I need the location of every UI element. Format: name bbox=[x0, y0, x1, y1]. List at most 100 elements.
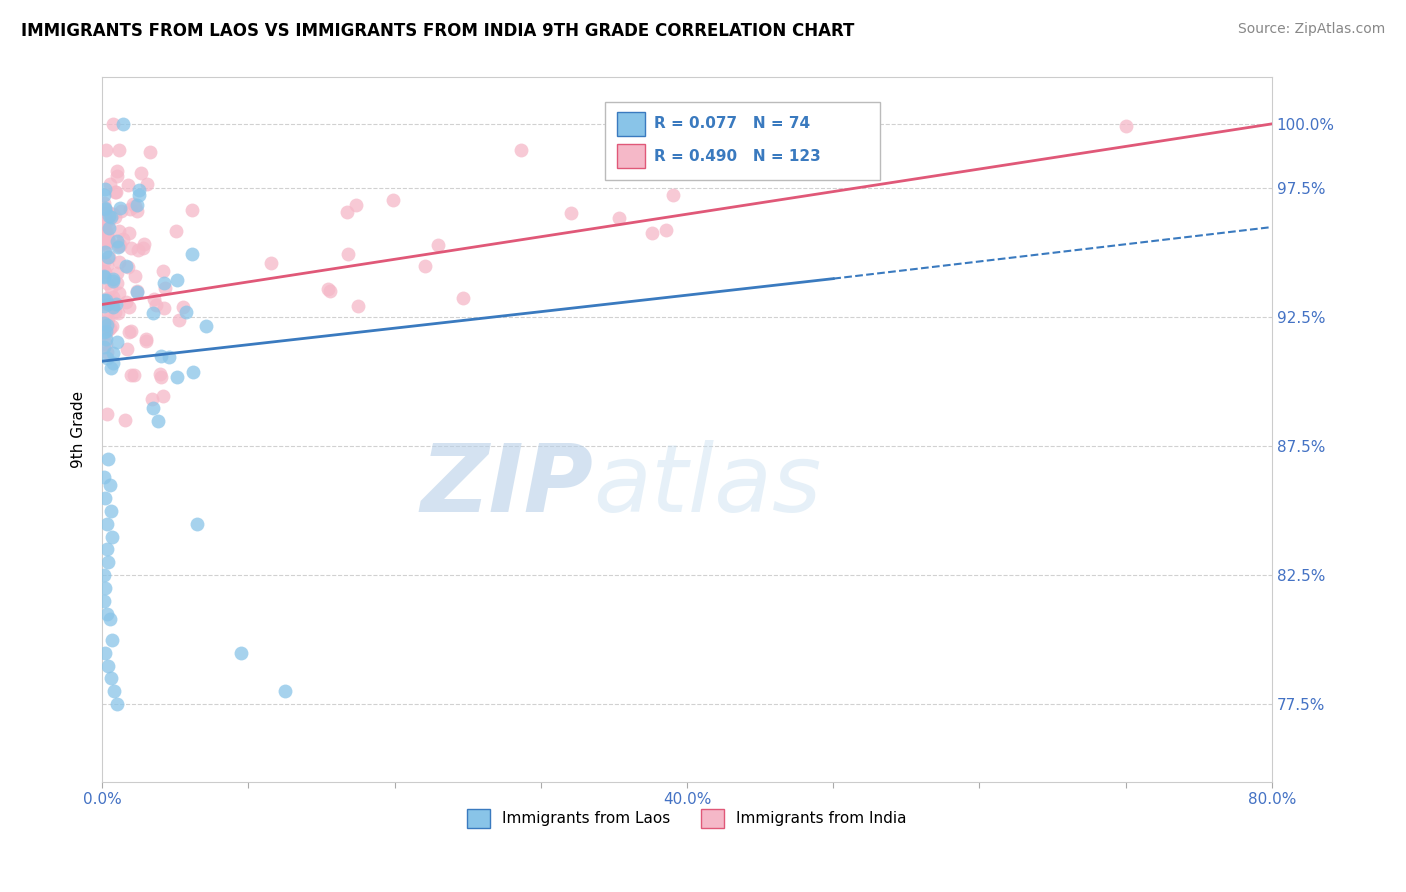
Point bbox=[127, 284, 149, 298]
Point bbox=[98, 322, 121, 336]
Point bbox=[98, 321, 121, 335]
Point bbox=[93, 196, 115, 211]
Point bbox=[152, 264, 174, 278]
Point bbox=[128, 188, 150, 202]
Point bbox=[108, 239, 131, 253]
Point bbox=[104, 186, 127, 200]
Point bbox=[96, 315, 118, 329]
Point bbox=[93, 568, 115, 582]
Point bbox=[97, 204, 120, 219]
Point bbox=[153, 301, 176, 316]
Point bbox=[114, 259, 136, 273]
Point bbox=[117, 300, 139, 314]
Point bbox=[142, 401, 165, 415]
Point bbox=[94, 491, 117, 505]
Point bbox=[180, 202, 202, 217]
Point bbox=[96, 231, 118, 245]
Point bbox=[104, 211, 127, 225]
Point bbox=[103, 117, 125, 131]
Point bbox=[94, 182, 117, 196]
Point bbox=[98, 478, 121, 492]
Point bbox=[97, 234, 120, 248]
Point bbox=[96, 144, 118, 158]
Point bbox=[101, 297, 124, 311]
Text: R = 0.077   N = 74: R = 0.077 N = 74 bbox=[654, 117, 810, 131]
Point bbox=[100, 360, 122, 375]
Point bbox=[107, 240, 129, 254]
Point bbox=[101, 290, 124, 304]
Point bbox=[108, 202, 131, 216]
Point bbox=[107, 306, 129, 320]
Point bbox=[382, 194, 405, 208]
Point bbox=[180, 247, 202, 261]
Point bbox=[96, 259, 118, 273]
Point bbox=[186, 516, 208, 531]
Point bbox=[97, 297, 120, 311]
Point bbox=[118, 202, 141, 216]
Point bbox=[101, 293, 124, 308]
FancyBboxPatch shape bbox=[605, 102, 880, 179]
Point bbox=[112, 117, 135, 131]
Point bbox=[98, 177, 121, 191]
Point bbox=[96, 344, 118, 359]
Text: ZIP: ZIP bbox=[420, 440, 593, 532]
Point bbox=[96, 224, 118, 238]
Point bbox=[101, 300, 124, 314]
Point bbox=[100, 504, 122, 518]
Point bbox=[96, 293, 118, 307]
Point bbox=[96, 277, 118, 291]
Point bbox=[97, 658, 120, 673]
Point bbox=[662, 187, 685, 202]
Point bbox=[94, 326, 117, 340]
Point bbox=[94, 201, 117, 215]
Point bbox=[413, 259, 436, 273]
Point bbox=[145, 297, 167, 311]
Point bbox=[181, 365, 204, 379]
Point bbox=[108, 285, 131, 300]
Point bbox=[607, 211, 630, 225]
Point bbox=[149, 367, 172, 381]
Point bbox=[117, 260, 139, 275]
Point bbox=[93, 316, 115, 330]
Bar bbox=[617, 145, 645, 169]
Point bbox=[94, 581, 117, 595]
Point bbox=[654, 223, 676, 237]
Point bbox=[129, 166, 152, 180]
Point bbox=[124, 199, 146, 213]
Point bbox=[96, 291, 118, 305]
Point bbox=[131, 241, 153, 255]
Point bbox=[114, 413, 136, 427]
Point bbox=[96, 318, 118, 333]
Point bbox=[93, 215, 115, 229]
Point bbox=[641, 226, 664, 240]
Text: Source: ZipAtlas.com: Source: ZipAtlas.com bbox=[1237, 22, 1385, 37]
Point bbox=[105, 277, 128, 291]
Text: IMMIGRANTS FROM LAOS VS IMMIGRANTS FROM INDIA 9TH GRADE CORRELATION CHART: IMMIGRANTS FROM LAOS VS IMMIGRANTS FROM … bbox=[21, 22, 855, 40]
Point bbox=[115, 295, 138, 310]
Point bbox=[96, 332, 118, 346]
Point bbox=[105, 169, 128, 183]
Point bbox=[101, 530, 124, 544]
Point bbox=[96, 324, 118, 338]
Point bbox=[560, 206, 582, 220]
Point bbox=[619, 163, 641, 178]
Point bbox=[93, 263, 115, 277]
Point bbox=[96, 250, 118, 264]
Point bbox=[97, 555, 120, 569]
Point bbox=[120, 368, 142, 383]
Point bbox=[93, 187, 115, 202]
Point bbox=[101, 356, 124, 370]
Point bbox=[97, 250, 120, 264]
Point bbox=[96, 516, 118, 531]
Point bbox=[115, 343, 138, 357]
Point bbox=[93, 269, 115, 284]
Point bbox=[93, 325, 115, 339]
Point bbox=[108, 237, 131, 252]
Point bbox=[93, 340, 115, 354]
Point bbox=[93, 244, 115, 259]
Point bbox=[110, 204, 132, 219]
Point bbox=[93, 206, 115, 220]
Point bbox=[149, 349, 172, 363]
Point bbox=[93, 202, 115, 216]
Point bbox=[94, 337, 117, 351]
